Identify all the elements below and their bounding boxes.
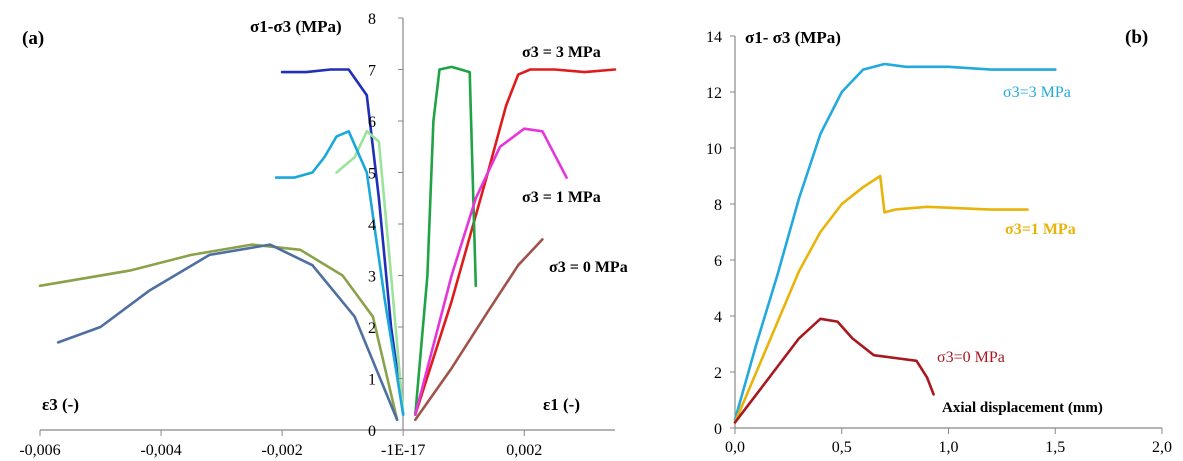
panel-b-ylabel: σ1- σ3 (MPa) bbox=[745, 28, 841, 47]
panel-b-y-tick-label: 14 bbox=[706, 29, 722, 46]
panel-a-series-line bbox=[413, 68, 617, 416]
panel-a-x-tick-label: -0,006 bbox=[19, 442, 60, 459]
panel-a-series-line bbox=[56, 243, 399, 422]
panel-a-y-tick-label: 1 bbox=[368, 372, 376, 389]
panel-b: 0,0 0,5 1,0 1,5 2,0 0 2 4 6 8 10 12 14 (b) σ1- σ3 (M… bbox=[706, 27, 1172, 456]
panel-b-y-tick-label: 10 bbox=[706, 141, 722, 158]
panel-a-series-line bbox=[335, 130, 405, 416]
panel-b-ticks: 0,0 0,5 1,0 1,5 2,0 0 2 4 6 8 10 12 14 bbox=[706, 29, 1172, 456]
panel-b-legend-s3-3: σ3=3 MPa bbox=[1003, 84, 1071, 101]
panel-a-series-group bbox=[38, 65, 617, 422]
panel-a-series-line bbox=[280, 68, 405, 416]
panel-a-y-tick-label: 6 bbox=[368, 114, 376, 131]
panel-b-series-line bbox=[733, 62, 1057, 421]
panel-a-series-line bbox=[413, 238, 544, 422]
panel-b-y-tick-label: 12 bbox=[706, 85, 722, 102]
panel-b-y-tick-label: 4 bbox=[714, 309, 722, 326]
panel-a-y-tick-label: 0 bbox=[368, 423, 376, 440]
panel-a-y-tick-label: 4 bbox=[368, 217, 376, 234]
panel-a-series-line bbox=[413, 65, 478, 416]
panel-a-x-tick-label: -0,002 bbox=[261, 442, 302, 459]
panel-a-ylabel: σ1-σ3 (MPa) bbox=[250, 17, 342, 36]
panel-b-legend-s3-0: σ3=0 MPa bbox=[937, 349, 1005, 366]
panel-a-y-tick-label: 2 bbox=[368, 320, 376, 337]
panel-b-y-tick-label: 8 bbox=[714, 197, 722, 214]
panel-a-legend-s3-0: σ3 = 0 MPa bbox=[549, 259, 628, 276]
panel-a-x-tick-label: 0,002 bbox=[506, 442, 542, 459]
panel-b-x-tick-label: 2,0 bbox=[1152, 439, 1172, 456]
panel-b-y-tick-label: 6 bbox=[714, 253, 722, 270]
panel-b-series-line bbox=[733, 174, 1029, 424]
panel-b-legend-s3-1: σ3=1 MPa bbox=[1005, 221, 1076, 238]
panel-a-legend-s3-1: σ3 = 1 MPa bbox=[522, 189, 601, 206]
panel-a-legend-s3-3: σ3 = 3 MPa bbox=[522, 44, 601, 61]
panel-b-xlabel: Axial displacement (mm) bbox=[942, 400, 1103, 416]
panel-a-xlabel-left: ε3 (-) bbox=[42, 395, 79, 414]
panel-b-label: (b) bbox=[1125, 27, 1148, 48]
panel-b-y-tick-label: 0 bbox=[714, 421, 722, 438]
panel-a-ticks: -0,006 -0,004 -0,002 -1E-17 0,002 0 1 2 3 4 5 6 7 8 bbox=[19, 11, 542, 459]
panel-a-xlabel-right: ε1 (-) bbox=[543, 395, 580, 414]
panel-a-x-tick-label: -0,004 bbox=[140, 442, 181, 459]
panel-b-y-tick-label: 2 bbox=[714, 365, 722, 382]
panel-b-x-tick-label: 1,5 bbox=[1045, 439, 1065, 456]
panel-a-y-tick-label: 7 bbox=[368, 63, 376, 80]
panel-a-label: (a) bbox=[22, 28, 44, 49]
panel-a-y-tick-label: 5 bbox=[368, 166, 376, 183]
panel-a-x-tick-label: -1E-17 bbox=[381, 442, 425, 459]
panel-b-series-group bbox=[733, 62, 1057, 424]
panel-b-x-tick-label: 0,0 bbox=[725, 439, 745, 456]
panel-a-series-line bbox=[274, 130, 405, 416]
panel-a-series-line bbox=[38, 243, 399, 422]
panel-a-y-tick-label: 3 bbox=[368, 269, 376, 286]
panel-b-x-tick-label: 1,0 bbox=[939, 439, 959, 456]
panel-b-series-line bbox=[733, 317, 935, 424]
panel-a-series-line bbox=[413, 127, 568, 416]
panel-b-x-tick-label: 0,5 bbox=[832, 439, 852, 456]
panel-a-y-tick-label: 8 bbox=[368, 11, 376, 28]
panel-a: -0,006 -0,004 -0,002 -1E-17 0,002 0 1 2 3 4 5 6 7 8 (… bbox=[19, 11, 627, 459]
